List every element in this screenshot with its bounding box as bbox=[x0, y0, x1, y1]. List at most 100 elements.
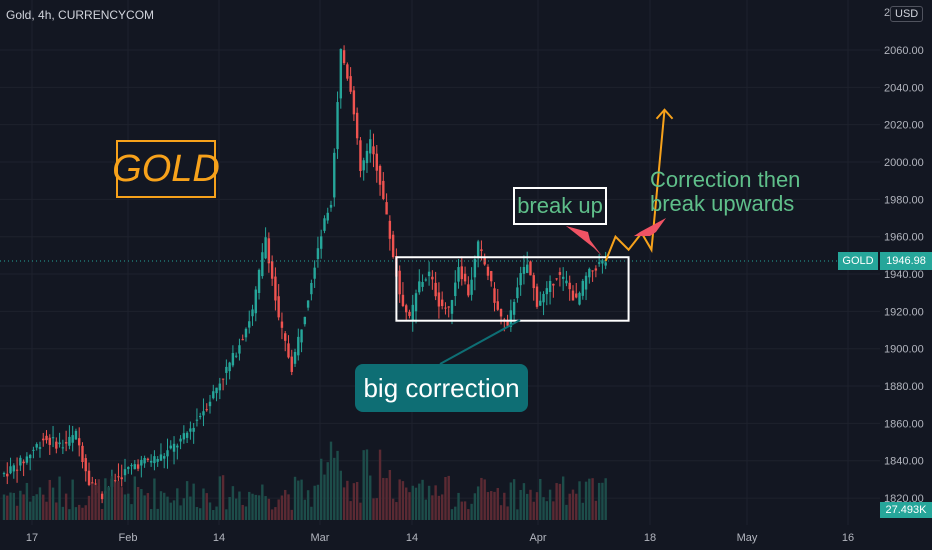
candle-body[interactable] bbox=[460, 266, 463, 280]
candle-body[interactable] bbox=[588, 268, 591, 278]
candle-body[interactable] bbox=[329, 204, 333, 208]
candle-body[interactable] bbox=[519, 273, 522, 286]
candle-body[interactable] bbox=[568, 282, 571, 290]
candle-body[interactable] bbox=[267, 238, 271, 264]
candle-body[interactable] bbox=[522, 266, 526, 274]
candle-body[interactable] bbox=[120, 477, 123, 480]
candle-body[interactable] bbox=[457, 267, 460, 282]
candle-body[interactable] bbox=[74, 430, 78, 440]
candle-body[interactable] bbox=[202, 411, 205, 416]
candle-body[interactable] bbox=[506, 320, 509, 326]
candle-body[interactable] bbox=[228, 362, 231, 372]
candle-body[interactable] bbox=[450, 300, 454, 314]
candle-body[interactable] bbox=[326, 212, 329, 221]
candle-body[interactable] bbox=[136, 464, 140, 469]
candle-body[interactable] bbox=[486, 266, 490, 276]
candle-body[interactable] bbox=[19, 457, 22, 466]
candle-body[interactable] bbox=[542, 293, 545, 303]
candle-body[interactable] bbox=[293, 352, 297, 364]
candle-body[interactable] bbox=[244, 328, 248, 338]
candle-body[interactable] bbox=[352, 90, 356, 115]
candle-body[interactable] bbox=[42, 438, 45, 441]
candle-body[interactable] bbox=[355, 112, 359, 139]
candle-body[interactable] bbox=[333, 152, 336, 198]
candle-body[interactable] bbox=[594, 268, 598, 271]
candle-body[interactable] bbox=[257, 269, 261, 293]
candle-body[interactable] bbox=[254, 289, 257, 314]
candle-body[interactable] bbox=[300, 329, 303, 343]
candle-body[interactable] bbox=[192, 427, 195, 432]
candle-body[interactable] bbox=[526, 264, 529, 273]
candle-body[interactable] bbox=[215, 387, 218, 394]
candle-body[interactable] bbox=[336, 102, 339, 150]
candle-body[interactable] bbox=[123, 469, 127, 476]
candle-body[interactable] bbox=[159, 454, 163, 461]
candle-body[interactable] bbox=[401, 294, 405, 307]
candle-body[interactable] bbox=[473, 259, 477, 278]
candle-body[interactable] bbox=[143, 457, 146, 464]
candle-body[interactable] bbox=[339, 48, 343, 99]
candle-body[interactable] bbox=[71, 435, 74, 443]
candle-body[interactable] bbox=[290, 356, 293, 372]
candle-body[interactable] bbox=[490, 271, 493, 282]
candle-body[interactable] bbox=[467, 284, 470, 296]
candle-body[interactable] bbox=[575, 293, 578, 298]
candle-body[interactable] bbox=[218, 383, 222, 391]
candle-body[interactable] bbox=[172, 443, 176, 452]
candle-body[interactable] bbox=[284, 333, 287, 341]
candle-body[interactable] bbox=[169, 445, 172, 449]
candle-body[interactable] bbox=[68, 436, 71, 446]
candle-body[interactable] bbox=[189, 428, 192, 432]
candle-body[interactable] bbox=[359, 140, 362, 172]
candle-body[interactable] bbox=[22, 461, 25, 464]
candle-body[interactable] bbox=[440, 299, 444, 307]
candle-body[interactable] bbox=[238, 345, 241, 354]
candle-body[interactable] bbox=[100, 493, 104, 500]
candle-body[interactable] bbox=[454, 282, 457, 297]
candle-body[interactable] bbox=[591, 270, 594, 272]
candle-body[interactable] bbox=[365, 150, 369, 164]
candle-body[interactable] bbox=[319, 236, 323, 249]
candle-body[interactable] bbox=[297, 336, 300, 356]
candle-body[interactable] bbox=[205, 409, 208, 411]
candle-body[interactable] bbox=[516, 287, 519, 299]
candle-body[interactable] bbox=[149, 460, 153, 463]
candle-body[interactable] bbox=[156, 458, 159, 462]
candle-body[interactable] bbox=[166, 450, 169, 457]
candle-body[interactable] bbox=[221, 378, 225, 380]
candle-body[interactable] bbox=[548, 280, 552, 293]
candle-body[interactable] bbox=[261, 252, 264, 277]
candle-body[interactable] bbox=[113, 480, 117, 482]
candle-body[interactable] bbox=[176, 445, 179, 448]
candle-body[interactable] bbox=[372, 146, 375, 155]
candle-body[interactable] bbox=[496, 301, 499, 310]
candle-body[interactable] bbox=[2, 473, 6, 475]
candle-body[interactable] bbox=[398, 270, 401, 295]
candle-body[interactable] bbox=[382, 180, 385, 199]
candle-body[interactable] bbox=[346, 64, 349, 79]
candle-body[interactable] bbox=[195, 419, 199, 421]
candle-body[interactable] bbox=[179, 438, 182, 442]
candle-body[interactable] bbox=[274, 276, 277, 301]
candle-body[interactable] bbox=[391, 234, 395, 258]
candle-body[interactable] bbox=[470, 279, 473, 295]
candle-body[interactable] bbox=[388, 220, 392, 239]
candle-body[interactable] bbox=[565, 280, 568, 284]
candle-body[interactable] bbox=[418, 281, 421, 293]
candle-body[interactable] bbox=[447, 306, 450, 308]
candle-body[interactable] bbox=[251, 309, 254, 317]
candle-body[interactable] bbox=[323, 218, 326, 231]
candle-body[interactable] bbox=[199, 416, 202, 418]
candle-body[interactable] bbox=[241, 339, 244, 341]
candle-body[interactable] bbox=[555, 278, 558, 280]
candle-body[interactable] bbox=[434, 282, 437, 297]
candle-body[interactable] bbox=[133, 464, 136, 470]
candle-body[interactable] bbox=[140, 459, 143, 466]
candle-body[interactable] bbox=[185, 432, 189, 438]
candle-body[interactable] bbox=[303, 316, 307, 325]
candle-body[interactable] bbox=[9, 466, 12, 474]
candle-body[interactable] bbox=[499, 308, 503, 317]
candle-body[interactable] bbox=[12, 465, 16, 472]
candle-body[interactable] bbox=[552, 283, 555, 286]
